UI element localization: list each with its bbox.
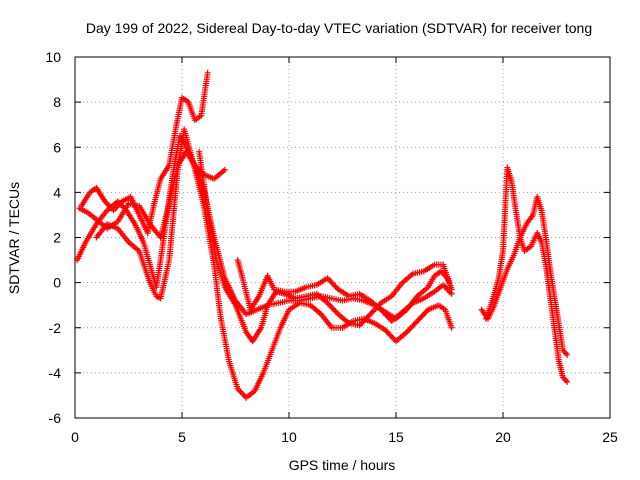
series-track-7 bbox=[482, 164, 571, 385]
y-tick-labels: -6 -4 -2 0 2 4 6 8 10 bbox=[45, 49, 61, 426]
y-tick-label: 0 bbox=[53, 275, 61, 291]
series-track-8 bbox=[478, 193, 571, 358]
x-tick-label: 25 bbox=[602, 429, 618, 445]
y-tick-label: 4 bbox=[53, 184, 61, 200]
x-tick-label: 20 bbox=[495, 429, 511, 445]
data-point bbox=[448, 324, 455, 331]
data-point bbox=[448, 290, 455, 297]
y-tick-label: -6 bbox=[49, 410, 62, 426]
x-tick-label: 10 bbox=[281, 429, 297, 445]
y-tick-label: 2 bbox=[53, 230, 61, 246]
y-tick-label: -2 bbox=[49, 320, 62, 336]
series-track-1 bbox=[74, 132, 455, 322]
data-point bbox=[204, 69, 211, 76]
y-tick-label: -4 bbox=[49, 365, 62, 381]
chart-title: Day 199 of 2022, Sidereal Day-to-day VTE… bbox=[86, 20, 592, 36]
data-marks bbox=[74, 69, 571, 401]
data-point bbox=[446, 279, 453, 286]
data-point bbox=[221, 166, 228, 173]
data-point bbox=[564, 378, 571, 385]
axis-ticks bbox=[74, 56, 611, 419]
series-track-4 bbox=[93, 126, 455, 401]
y-tick-label: 10 bbox=[45, 49, 61, 65]
series-track-3 bbox=[78, 69, 211, 236]
x-tick-labels: 0 5 10 15 20 25 bbox=[71, 429, 618, 445]
x-tick-label: 5 bbox=[178, 429, 186, 445]
gridlines bbox=[75, 57, 610, 418]
x-tick-label: 0 bbox=[71, 429, 79, 445]
data-point bbox=[564, 351, 571, 358]
series-track-5 bbox=[196, 148, 453, 345]
x-axis-label: GPS time / hours bbox=[289, 457, 396, 473]
y-axis-label: SDTVAR / TECUs bbox=[6, 182, 22, 294]
y-tick-label: 8 bbox=[53, 94, 61, 110]
x-tick-label: 15 bbox=[388, 429, 404, 445]
y-tick-label: 6 bbox=[53, 139, 61, 155]
series-track-6 bbox=[234, 257, 455, 324]
